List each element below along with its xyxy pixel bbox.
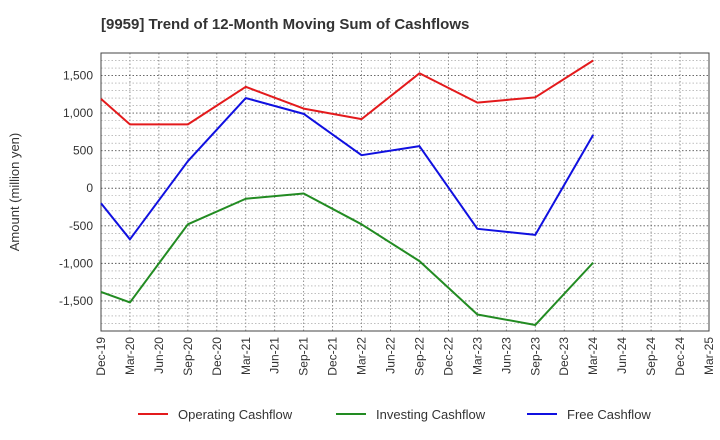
x-tick-label: Mar-20: [123, 337, 137, 375]
y-axis-label: Amount (million yen): [7, 133, 22, 252]
y-tick-label: 500: [73, 144, 93, 158]
x-tick-label: Sep-24: [644, 337, 658, 376]
x-tick-label: Mar-23: [470, 337, 484, 375]
series-line-free-cashflow: [100, 97, 595, 241]
x-tick-label: Dec-21: [326, 337, 340, 376]
legend-label: Free Cashflow: [567, 407, 651, 422]
series-line-operating-cashflow: [100, 59, 594, 126]
x-tick-label: Sep-22: [412, 337, 426, 376]
x-tick-label: Dec-23: [557, 337, 571, 376]
chart-title: [9959] Trend of 12-Month Moving Sum of C…: [101, 16, 469, 33]
x-tick-label: Dec-19: [94, 337, 108, 376]
series-line-investing-cashflow: [100, 192, 594, 326]
x-tick-label: Mar-25: [702, 337, 716, 375]
x-tick-label: Sep-21: [297, 337, 311, 376]
y-tick-label: 1,500: [63, 69, 93, 83]
y-tick-label: -500: [69, 219, 93, 233]
x-tick-label: Mar-22: [355, 337, 369, 375]
legend-label: Investing Cashflow: [376, 407, 486, 422]
y-tick-label: -1,500: [59, 294, 93, 308]
x-tick-label: Dec-20: [210, 337, 224, 376]
plot-area: -1,500 -1,000 -500 0 500 1,000 1,500 Dec-19 Mar-…: [59, 52, 716, 376]
x-tick-label: Mar-21: [239, 337, 253, 375]
x-tick-label: Jun-20: [152, 337, 166, 374]
legend: Operating Cashflow Investing Cashflow Free…: [138, 407, 651, 422]
plot-frame: [100, 52, 710, 332]
x-tick-label: Jun-22: [384, 337, 398, 374]
y-tick-label: 1,000: [63, 106, 93, 120]
x-tick-label: Jun-21: [268, 337, 282, 374]
x-tick-label: Sep-20: [181, 337, 195, 376]
y-tick-label: -1,000: [59, 256, 93, 270]
x-tick-label: Jun-23: [499, 337, 513, 374]
x-tick-label: Dec-24: [673, 337, 687, 376]
x-tick-label: Dec-22: [441, 337, 455, 376]
y-tick-label: 0: [86, 181, 93, 195]
x-tick-label: Mar-24: [586, 337, 600, 375]
x-tick-label: Sep-23: [528, 337, 542, 376]
x-tick-label: Jun-24: [615, 337, 629, 374]
legend-label: Operating Cashflow: [178, 407, 293, 422]
